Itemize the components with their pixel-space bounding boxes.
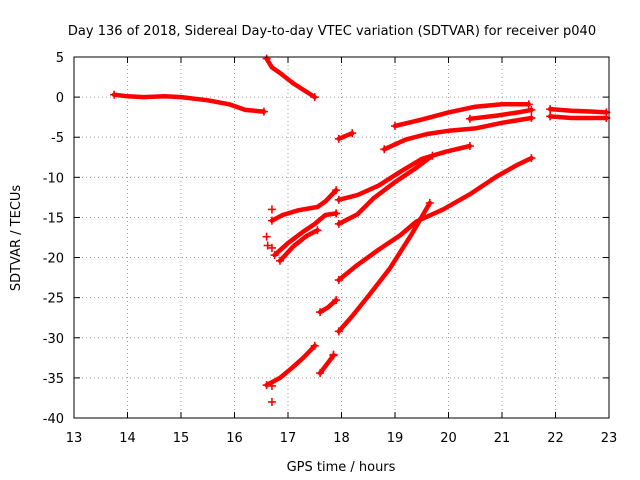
data-point bbox=[262, 232, 271, 241]
data-track-8 bbox=[317, 297, 339, 315]
data-point bbox=[546, 105, 555, 114]
data-track-3 bbox=[269, 187, 339, 223]
y-tick-label: -25 bbox=[43, 292, 64, 307]
y-tick-label: 5 bbox=[56, 51, 64, 66]
data-point bbox=[380, 145, 389, 154]
data-track-14 bbox=[382, 115, 534, 152]
data-point bbox=[527, 105, 536, 114]
axis-ticks: 13 14 15 16 17 18 19 20 21 22 23 5 0 -5 -10 -15 -20 -25 -3… bbox=[43, 51, 618, 446]
data-point bbox=[546, 112, 555, 121]
data-point bbox=[267, 381, 276, 390]
data-point bbox=[527, 113, 536, 122]
data-point bbox=[316, 308, 325, 317]
y-axis-label: SDTVAR / TECUs bbox=[9, 185, 24, 292]
data-point bbox=[267, 205, 276, 214]
data-point bbox=[267, 216, 276, 225]
data-point bbox=[275, 256, 284, 265]
data-point bbox=[110, 90, 119, 99]
data-track-10 bbox=[336, 143, 473, 203]
data-point bbox=[332, 296, 341, 305]
x-tick-label: 23 bbox=[601, 431, 618, 446]
data-point bbox=[262, 54, 271, 63]
y-tick-label: -15 bbox=[43, 211, 64, 226]
data-point bbox=[259, 107, 268, 116]
data-point bbox=[270, 251, 279, 260]
data-point bbox=[329, 350, 338, 359]
data-point bbox=[310, 93, 319, 102]
data-point bbox=[262, 381, 271, 390]
data-point bbox=[334, 276, 343, 285]
x-tick-label: 22 bbox=[547, 431, 564, 446]
data-point bbox=[428, 151, 437, 160]
data-point bbox=[334, 219, 343, 228]
plot-frame bbox=[73, 56, 610, 419]
y-tick-label: -5 bbox=[51, 131, 64, 146]
data-point bbox=[316, 369, 325, 378]
data-track-6 bbox=[264, 343, 318, 388]
data-point bbox=[425, 199, 434, 208]
x-tick-label: 18 bbox=[333, 431, 350, 446]
data-track-4 bbox=[272, 211, 339, 258]
data-series bbox=[110, 54, 611, 406]
data-point bbox=[332, 186, 341, 195]
data-track-2 bbox=[264, 56, 318, 100]
chart-title: Day 136 of 2018, Sidereal Day-to-day VTE… bbox=[68, 24, 596, 39]
data-point bbox=[332, 209, 341, 218]
y-tick-label: 0 bbox=[56, 91, 64, 106]
data-track-12 bbox=[336, 155, 534, 283]
data-point bbox=[465, 142, 474, 151]
data-track-16 bbox=[467, 107, 534, 122]
data-point bbox=[267, 243, 276, 252]
y-tick-label: -40 bbox=[43, 412, 64, 427]
y-tick-label: -20 bbox=[43, 252, 64, 267]
x-tick-label: 21 bbox=[494, 431, 511, 446]
y-tick-label: -10 bbox=[43, 171, 64, 186]
data-point bbox=[334, 195, 343, 204]
x-tick-label: 19 bbox=[387, 431, 404, 446]
data-point bbox=[267, 397, 276, 406]
x-tick-label: 20 bbox=[440, 431, 457, 446]
data-track-15 bbox=[392, 102, 532, 129]
data-point bbox=[527, 154, 536, 163]
y-tick-label: -30 bbox=[43, 332, 64, 347]
data-track-17 bbox=[547, 106, 609, 115]
data-point bbox=[524, 100, 533, 109]
x-tick-label: 13 bbox=[66, 431, 83, 446]
data-point bbox=[391, 121, 399, 130]
data-point bbox=[465, 114, 474, 123]
data-track-7 bbox=[317, 353, 336, 376]
data-point bbox=[313, 226, 322, 235]
x-tick-label: 15 bbox=[173, 431, 190, 446]
x-tick-label: 14 bbox=[119, 431, 136, 446]
data-point bbox=[348, 129, 357, 138]
data-point bbox=[334, 327, 343, 336]
data-point bbox=[263, 241, 272, 250]
data-track-9 bbox=[336, 130, 355, 142]
data-track-1 bbox=[111, 92, 267, 114]
x-tick-label: 17 bbox=[280, 431, 297, 446]
data-point bbox=[334, 134, 343, 143]
data-track-18 bbox=[547, 114, 609, 121]
x-axis-label: GPS time / hours bbox=[287, 460, 396, 475]
data-point bbox=[310, 341, 319, 350]
y-tick-label: -35 bbox=[43, 372, 64, 387]
data-track-11 bbox=[336, 153, 435, 227]
x-tick-label: 16 bbox=[226, 431, 243, 446]
data-track-5 bbox=[277, 228, 320, 264]
data-track-13 bbox=[336, 200, 433, 334]
